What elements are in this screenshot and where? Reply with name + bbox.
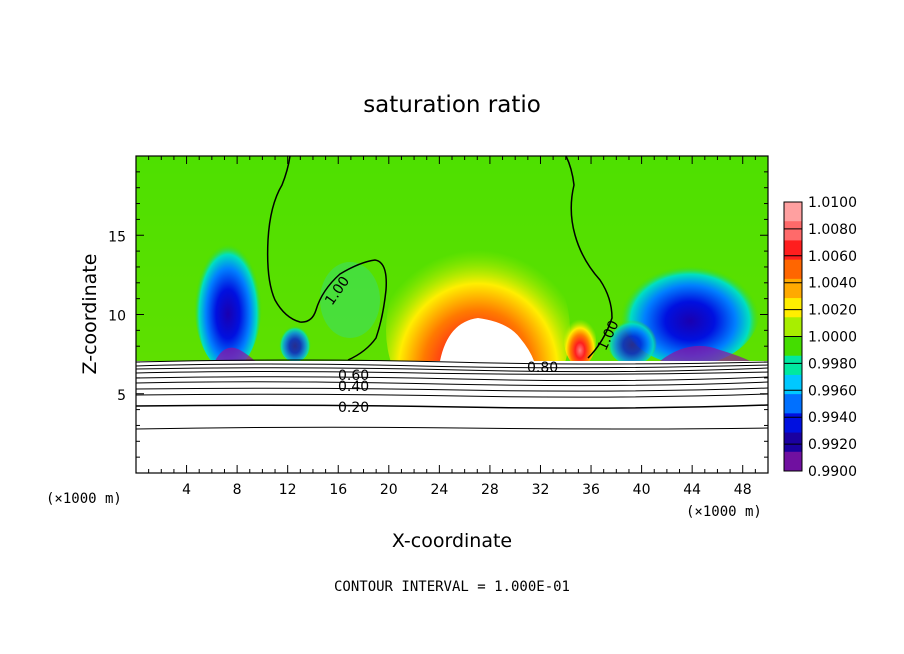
x-tick-label: 28 — [481, 482, 499, 498]
colorbar-label: 1.0060 — [808, 249, 857, 265]
contour-label: 0.60 — [338, 368, 369, 384]
colorbar-swatch — [784, 451, 802, 472]
colorbar-swatch — [784, 278, 802, 299]
contour-interval-note: CONTOUR INTERVAL = 1.000E-01 — [334, 579, 570, 595]
colorbar-label: 0.9900 — [808, 464, 857, 480]
colorbar-swatch — [784, 413, 802, 434]
x-tick-label: 16 — [329, 482, 347, 498]
colorbar-label: 1.0080 — [808, 222, 857, 238]
colorbar-label: 1.0100 — [808, 195, 857, 211]
colorbar-label: 0.9920 — [808, 437, 857, 453]
cool-region-right-small — [607, 315, 657, 365]
x-tick-label: 48 — [734, 482, 752, 498]
cool-region-left — [194, 230, 262, 370]
colorbar-swatch — [784, 355, 802, 376]
cool-region-small — [279, 322, 311, 362]
colorbar-swatch — [784, 240, 802, 261]
colorbar-swatch — [784, 202, 802, 222]
lower-region — [136, 361, 768, 473]
colorbar-swatch — [784, 374, 802, 395]
x-unit-left: (×1000 m) — [46, 491, 122, 507]
x-tick-label: 44 — [683, 482, 701, 498]
colorbar-label: 1.0000 — [808, 330, 857, 346]
contour-label: 0.80 — [527, 360, 558, 376]
warm-region-small — [564, 314, 596, 366]
colorbar-label: 0.9940 — [808, 410, 857, 426]
colorbar: 1.0100 1.0080 1.0060 1.0040 1.0020 1.0000 0.99… — [783, 195, 857, 480]
contour-label: 0.20 — [338, 400, 369, 416]
x-axis: 4 8 12 16 20 24 28 32 36 40 44 48 — [148, 156, 756, 498]
y-axis: 5 10 15 — [108, 171, 768, 458]
colorbar-label: 0.9960 — [808, 383, 857, 399]
colorbar-swatch — [784, 298, 802, 318]
x-tick-label: 12 — [279, 482, 297, 498]
chart-title: saturation ratio — [363, 92, 541, 118]
x-tick-label: 40 — [633, 482, 651, 498]
x-tick-label: 4 — [182, 482, 191, 498]
colorbar-label: 1.0040 — [808, 276, 857, 292]
dome-white — [440, 318, 534, 361]
x-unit-right: (×1000 m) — [686, 504, 762, 520]
heatmap-field — [136, 156, 768, 473]
x-tick-label: 32 — [532, 482, 550, 498]
y-tick-label: 10 — [108, 309, 126, 325]
colorbar-swatch — [784, 336, 802, 357]
contour-label: 0.40 — [338, 379, 369, 395]
x-tick-label: 36 — [582, 482, 600, 498]
y-tick-label: 15 — [108, 229, 126, 245]
colorbar-label: 0.9980 — [808, 356, 857, 372]
cyan-patch-mid — [320, 262, 380, 338]
colorbar-label: 1.0020 — [808, 303, 857, 319]
colorbar-swatch — [784, 317, 802, 337]
y-axis-label: Z-coordinate — [79, 254, 101, 375]
x-tick-label: 20 — [380, 482, 398, 498]
colorbar-swatch — [784, 221, 802, 241]
x-tick-label: 8 — [233, 482, 242, 498]
colorbar-swatch — [784, 432, 802, 453]
contour-lines-1.00 — [266, 156, 613, 361]
x-axis-label: X-coordinate — [392, 530, 512, 552]
contour-lines-lower — [136, 359, 768, 430]
y-tick-label: 5 — [117, 388, 126, 404]
colorbar-swatch — [784, 394, 802, 414]
colorbar-swatch — [784, 259, 802, 280]
x-tick-label: 24 — [430, 482, 448, 498]
